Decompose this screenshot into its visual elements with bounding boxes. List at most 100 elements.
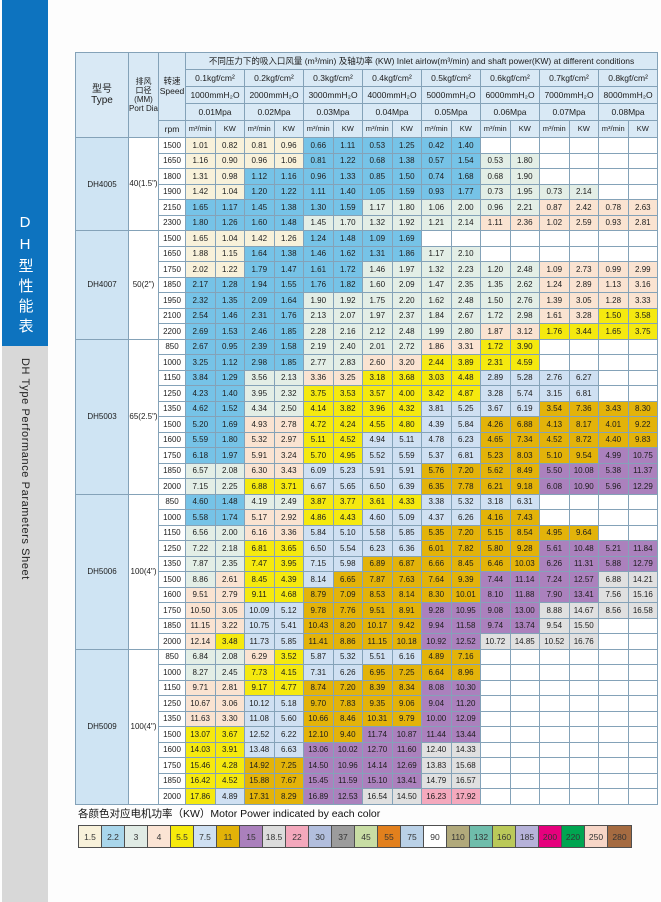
flow-value-cell: 10.12	[244, 695, 275, 712]
flow-value-cell: 8.08	[421, 679, 452, 696]
power-value-cell	[627, 726, 659, 743]
flow-value-cell: 0.96	[244, 152, 275, 169]
flow-value-cell: 7.47	[244, 555, 275, 572]
pressure-kgf-header: 0.3kgf/cm²	[303, 69, 363, 87]
rpm-cell: 1500	[158, 230, 186, 247]
port-dia-inch: (4")	[143, 566, 157, 576]
flow-value-cell: 9.11	[244, 586, 275, 603]
power-value-cell: 6.26	[450, 509, 481, 526]
power-value-cell	[509, 741, 540, 758]
rpm-cell: 1350	[158, 400, 186, 417]
legend-swatch: 11	[217, 826, 240, 847]
power-value-cell: 2.23	[450, 261, 481, 278]
flow-value-cell: 6.50	[362, 478, 393, 495]
power-value-cell: 7.82	[450, 540, 481, 557]
rpm-unit-header: rpm	[158, 120, 186, 138]
power-value-cell: 2.20	[391, 292, 422, 309]
power-value-cell: 4.80	[391, 416, 422, 433]
flow-value-cell: 8.30	[421, 586, 452, 603]
power-value-cell	[568, 695, 599, 712]
power-value-cell: 1.12	[214, 354, 245, 371]
power-value-cell: 15.16	[627, 586, 659, 603]
pressure-mpa-header: 0.08Mpa	[597, 103, 659, 121]
legend-swatch: 220	[562, 826, 585, 847]
power-unit-header: KW	[568, 120, 599, 138]
rpm-cell: 1150	[158, 524, 186, 541]
power-value-cell: 4.28	[214, 757, 245, 774]
flow-value-cell: 7.90	[539, 586, 570, 603]
flow-value-cell: 10.43	[303, 617, 334, 634]
power-value-cell	[568, 338, 599, 355]
flow-value-cell	[598, 230, 629, 247]
power-value-cell: 9.06	[391, 695, 422, 712]
flow-value-cell: 5.91	[244, 447, 275, 464]
power-value-cell: 1.38	[273, 199, 304, 216]
power-value-cell: 9.54	[568, 447, 599, 464]
power-value-cell: 1.22	[273, 183, 304, 200]
flow-value-cell: 9.28	[421, 602, 452, 619]
power-value-cell: 1.35	[214, 292, 245, 309]
power-value-cell: 15.68	[450, 757, 481, 774]
power-value-cell: 7.25	[391, 664, 422, 681]
flow-value-cell: 11.15	[185, 617, 216, 634]
power-value-cell: 3.68	[391, 369, 422, 386]
power-value-cell: 9.64	[568, 524, 599, 541]
flow-value-cell: 10.09	[244, 602, 275, 619]
flow-value-cell: 5.17	[244, 509, 275, 526]
flow-value-cell	[539, 710, 570, 727]
power-value-cell: 1.38	[391, 152, 422, 169]
power-value-cell: 3.24	[273, 447, 304, 464]
legend-swatch: 3	[125, 826, 148, 847]
flow-value-cell: 7.64	[421, 571, 452, 588]
flow-value-cell: 9.94	[421, 617, 452, 634]
port-dia-inch: (2.5")	[138, 411, 158, 421]
flow-value-cell: 4.16	[480, 509, 511, 526]
data-row: 2150 1.65 1.17 1.45 1.38 1.30 1.59 1.17 1.80 1.06…	[76, 199, 659, 216]
power-value-cell: 3.71	[273, 478, 304, 495]
flow-value-cell: 1.17	[362, 199, 393, 216]
power-value-cell: 5.65	[332, 478, 363, 495]
flow-value-cell: 6.21	[480, 478, 511, 495]
flow-value-cell: 3.95	[244, 385, 275, 402]
flow-value-cell: 1.12	[244, 168, 275, 185]
data-row: 2000 7.15 2.25 6.88 3.71 6.67 5.65 6.50 6.39 6.35…	[76, 478, 659, 495]
flow-value-cell: 1.28	[598, 292, 629, 309]
flow-value-cell: 4.37	[421, 509, 452, 526]
flow-value-cell	[598, 741, 629, 758]
flow-value-cell: 16.89	[303, 788, 334, 805]
data-row: 1250 4.23 1.40 3.95 2.32 3.75 3.53 3.57 4.00 3.42…	[76, 385, 659, 402]
power-value-cell: 7.34	[509, 431, 540, 448]
model-column-header: 型号 Type	[75, 52, 129, 138]
power-value-cell: 7.63	[391, 571, 422, 588]
power-value-cell	[568, 230, 599, 247]
power-value-cell: 9.18	[509, 478, 540, 495]
flow-value-cell: 7.87	[185, 555, 216, 572]
power-value-cell: 3.25	[332, 369, 363, 386]
flow-value-cell: 8.74	[303, 679, 334, 696]
power-value-cell: 6.16	[391, 648, 422, 665]
flow-value-cell: 0.96	[480, 199, 511, 216]
flow-value-cell	[598, 354, 629, 371]
flow-value-cell: 8.86	[185, 571, 216, 588]
power-value-cell: 2.45	[214, 664, 245, 681]
power-value-cell: 11.88	[509, 586, 540, 603]
flow-value-cell: 5.91	[362, 462, 393, 479]
flow-value-cell: 2.31	[480, 354, 511, 371]
data-row: 1600 9.51 2.79 9.11 4.68 8.79 7.09 8.53 8.14 8.30…	[76, 586, 659, 603]
power-value-cell: 1.26	[273, 230, 304, 247]
data-row: 1500 5.20 1.69 4.93 2.78 4.72 4.24 4.55 4.80 4.39…	[76, 416, 659, 433]
power-value-cell: 1.04	[214, 230, 245, 247]
power-value-cell: 3.33	[627, 292, 659, 309]
power-value-cell: 6.81	[450, 447, 481, 464]
flow-unit-header: m³/min	[480, 120, 511, 138]
power-value-cell: 1.95	[509, 183, 540, 200]
power-value-cell	[509, 230, 540, 247]
flow-value-cell: 1.13	[598, 276, 629, 293]
power-value-cell: 4.39	[273, 571, 304, 588]
header-row-1: 型号 Type 排风 口径 (MM) Port Dia 转速 Speed 不同压力下的吸入口风量…	[75, 52, 659, 138]
power-value-cell: 4.68	[273, 586, 304, 603]
flow-value-cell: 0.85	[362, 168, 393, 185]
flow-value-cell	[480, 648, 511, 665]
flow-value-cell	[480, 772, 511, 789]
flow-value-cell: 6.66	[421, 555, 452, 572]
